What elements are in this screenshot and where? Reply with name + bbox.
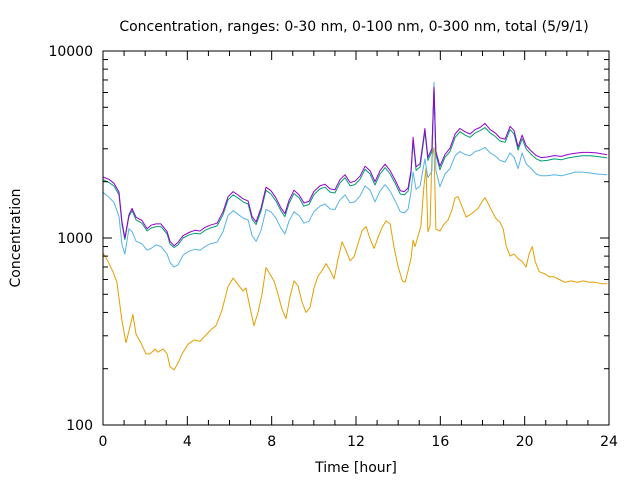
y-tick-label: 1000 — [57, 231, 93, 247]
series-layer — [102, 81, 608, 371]
x-axis: 0 4 8 12 16 20 24 — [99, 51, 618, 450]
series-line-total — [102, 86, 608, 247]
x-tick-label: 0 — [99, 434, 108, 450]
x-tick-label: 8 — [267, 434, 276, 450]
x-tick-label: 24 — [600, 434, 618, 450]
series-line-0-30-nm — [102, 147, 608, 371]
series-line-0-300-nm — [102, 88, 608, 248]
y-axis: 100 1000 10000 — [48, 44, 609, 434]
x-axis-label: Time [hour] — [314, 460, 397, 476]
x-tick-label: 12 — [347, 434, 365, 450]
plot-frame — [102, 50, 610, 426]
y-tick-label: 100 — [66, 418, 93, 434]
y-axis-label: Concentration — [8, 188, 24, 287]
y-tick-label: 10000 — [48, 44, 93, 60]
series-line-0-100-nm — [102, 81, 608, 268]
x-tick-label: 16 — [431, 434, 449, 450]
x-tick-label: 4 — [183, 434, 192, 450]
x-tick-label: 20 — [516, 434, 534, 450]
chart-title: Concentration, ranges: 0-30 nm, 0-100 nm… — [119, 19, 588, 35]
